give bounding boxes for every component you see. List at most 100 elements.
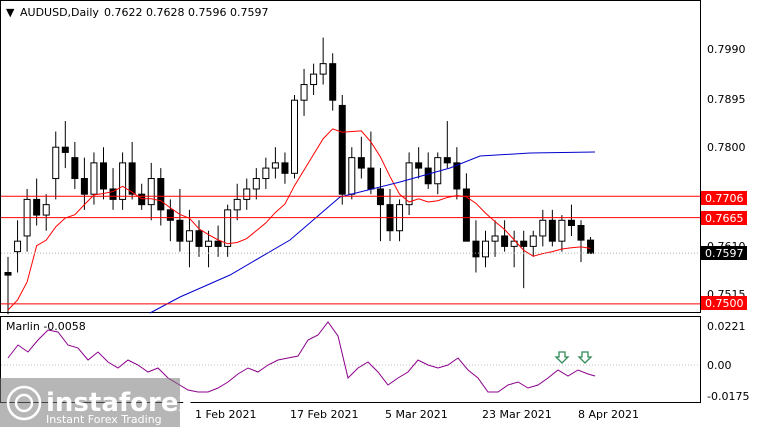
signal-arrow-icon <box>554 351 570 364</box>
logo-emblem-icon <box>6 385 42 421</box>
candle-body <box>424 167 432 185</box>
price-tag-0.7500: 0.7500 <box>701 296 747 310</box>
candle-body <box>271 162 279 169</box>
candle-body <box>176 219 184 242</box>
candle-body <box>548 219 556 242</box>
candle-body <box>357 157 365 169</box>
candle-body <box>71 157 79 180</box>
candle-body <box>90 162 98 195</box>
candle-body <box>33 198 41 216</box>
candle-body <box>109 188 117 200</box>
candle-body <box>61 146 69 153</box>
candle-body <box>405 162 413 206</box>
candle-body <box>233 198 241 211</box>
indicator-label: Marlin -0.0058 <box>6 320 86 333</box>
candle-body <box>214 240 222 247</box>
slow-ma-line <box>149 151 596 314</box>
indicator-layer <box>1 321 700 393</box>
price-tag-bg <box>701 191 747 205</box>
candle-body <box>462 188 470 242</box>
candle-body <box>376 188 384 206</box>
candle-body <box>14 240 22 253</box>
fast-ma-line <box>7 128 591 311</box>
instaforex-logo: instaforex Instant Forex Trading <box>0 378 196 427</box>
candle-body <box>367 167 375 190</box>
date-axis-label: 8 Apr 2021 <box>578 408 639 421</box>
logo-name: instaforex <box>46 388 196 418</box>
price-tag-0.7706: 0.7706 <box>701 191 747 205</box>
price-tag-bg <box>701 211 747 225</box>
candle-body <box>348 157 356 195</box>
candle-body <box>443 157 451 164</box>
candle-body <box>539 219 547 237</box>
indicator-line <box>7 321 596 393</box>
candle-body <box>291 99 298 174</box>
candle-body <box>472 240 480 258</box>
candle-body <box>52 146 60 180</box>
candle-body <box>491 235 499 242</box>
price-tag-label: 0.7597 <box>705 247 744 260</box>
price-axis-label: 0.7895 <box>707 93 746 106</box>
candle-body <box>567 219 575 227</box>
candle-body <box>415 162 423 169</box>
candle-body <box>205 240 213 247</box>
main-plot-frame <box>0 0 701 313</box>
candle-body <box>338 104 346 195</box>
candle-body <box>42 204 50 216</box>
ohlc-label: 0.7622 0.7628 0.7596 0.7597 <box>104 6 268 19</box>
header-triangle-icon[interactable]: ▼ <box>6 6 15 19</box>
price-axis-label: 0.7800 <box>707 141 746 154</box>
candle-body <box>520 240 528 247</box>
price-tag-bg <box>701 246 747 260</box>
candle-body <box>453 162 461 190</box>
symbol-label: AUDUSD,Daily <box>20 6 99 19</box>
price-tag-bg <box>701 296 747 310</box>
indicator-axis-label: 0.00 <box>707 359 732 372</box>
candles-layer <box>4 37 595 315</box>
candle-body <box>80 178 88 195</box>
date-axis-label: 23 Mar 2021 <box>482 408 552 421</box>
candle-body <box>319 63 327 75</box>
candle-body <box>185 230 193 242</box>
candle-body <box>252 178 260 190</box>
candle-body <box>501 235 509 247</box>
candle-body <box>4 272 12 276</box>
price-tag-0.7597: 0.7597 <box>701 246 747 260</box>
candle-body <box>310 73 318 86</box>
candle-body <box>100 162 107 190</box>
candle-body <box>243 188 251 200</box>
indicator-axis-label: -0.0175 <box>707 390 749 403</box>
candle-body <box>157 178 165 211</box>
price-axis-label: 0.7990 <box>707 43 746 56</box>
candle-body <box>558 219 566 242</box>
levels-layer <box>1 195 700 305</box>
signal-arrow-icon <box>577 351 593 364</box>
date-axis-label: 1 Feb 2021 <box>195 408 256 421</box>
candle-body <box>262 167 270 180</box>
candle-body <box>482 240 489 258</box>
candle-body <box>224 209 232 247</box>
price-tag-0.7665: 0.7665 <box>701 211 747 225</box>
candle-body <box>119 162 127 200</box>
date-axis-label: 5 Mar 2021 <box>385 408 448 421</box>
moving-averages-layer <box>7 128 596 314</box>
date-axis-label: 17 Feb 2021 <box>290 408 358 421</box>
candle-body <box>138 193 146 206</box>
candle-body <box>166 209 174 221</box>
candle-body <box>329 63 337 101</box>
indicator-axis-label: 0.0221 <box>707 320 746 333</box>
price-tag-label: 0.7500 <box>705 297 744 310</box>
candle-body <box>587 239 595 254</box>
price-tag-label: 0.7706 <box>705 192 744 205</box>
candle-body <box>128 162 136 195</box>
candle-body <box>529 235 537 247</box>
candle-body <box>147 178 155 206</box>
candle-body <box>195 230 203 247</box>
candle-body <box>300 84 308 101</box>
candle-body <box>577 225 585 241</box>
logo-tagline: Instant Forex Trading <box>46 413 162 426</box>
candle-body <box>281 162 289 174</box>
price-tag-label: 0.7665 <box>705 212 744 225</box>
